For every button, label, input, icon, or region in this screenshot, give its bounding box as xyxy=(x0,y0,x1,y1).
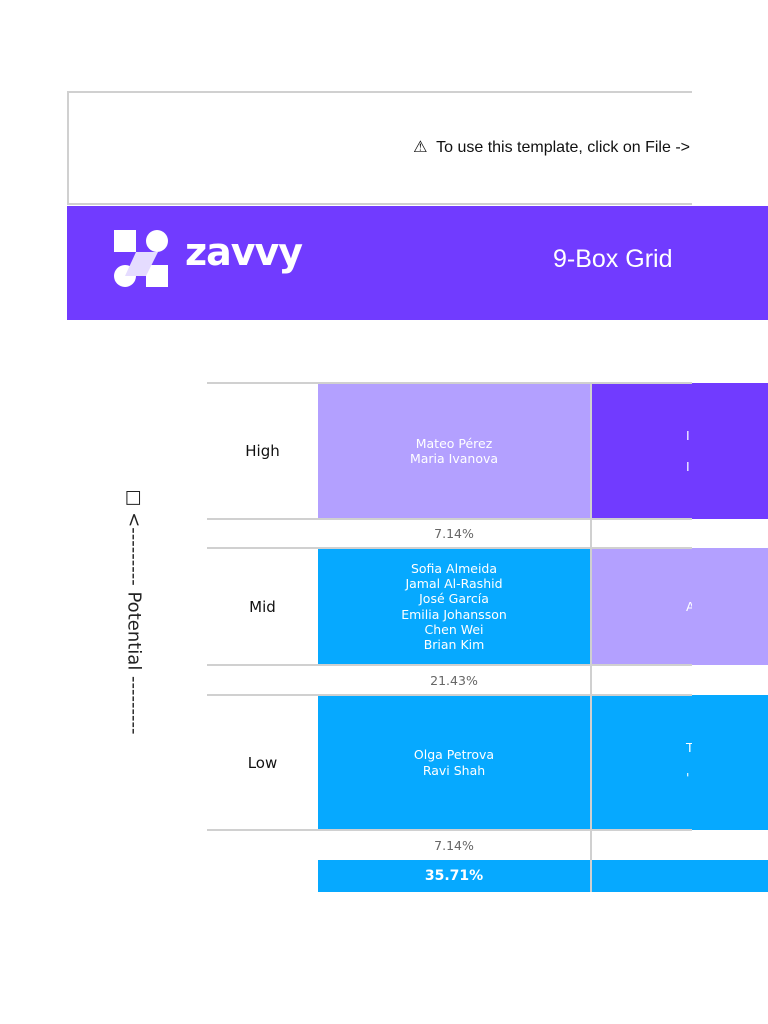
name: Ravi Shah xyxy=(422,762,486,778)
title: 9-Box Grid xyxy=(553,245,673,273)
name: José García xyxy=(419,591,489,607)
name: Al xyxy=(686,598,692,614)
cell-right xyxy=(692,383,768,830)
cell: Sofia Almeida Jamal Al-Rashid José García E… xyxy=(318,548,590,665)
cell: T ' xyxy=(592,695,692,830)
axis-label: □ <--------- Potential --------- xyxy=(123,489,145,735)
row-line xyxy=(207,547,692,549)
row-line xyxy=(207,829,692,831)
name: Chen Wei xyxy=(424,621,484,637)
name: I xyxy=(686,458,690,474)
name: Mateo Pérez xyxy=(415,435,493,451)
row-label: High xyxy=(245,442,280,460)
percent: 7.14% xyxy=(434,526,474,541)
cell: Al xyxy=(592,548,692,665)
row-label: Mid xyxy=(249,597,276,616)
row-line xyxy=(207,382,692,384)
cell-fill xyxy=(692,548,768,665)
logo-text: zavvy xyxy=(185,230,303,274)
cell-fill xyxy=(692,383,768,519)
notice: ⚠ To use this template, click on File -> xyxy=(413,137,690,157)
name: Jamal Al-Rashid xyxy=(405,576,503,592)
warning-icon: ⚠ xyxy=(413,139,428,156)
percent: 7.14% xyxy=(434,837,474,853)
column-2: IIAlT' xyxy=(592,383,692,830)
name: Maria Ivanova xyxy=(409,451,499,466)
notice-text: To use this template, click on File -> xyxy=(436,139,690,156)
logo-mark xyxy=(114,230,168,287)
header: zavvy 9-Box Grid xyxy=(67,206,768,320)
percent: 21.43% xyxy=(430,672,478,688)
total: 35.71% xyxy=(318,860,590,892)
cell-fill xyxy=(692,695,768,830)
row-line xyxy=(207,664,692,666)
cell: Olga Petrova Ravi Shah xyxy=(318,695,590,830)
divider xyxy=(590,383,592,892)
name: I xyxy=(686,428,690,444)
name: ' xyxy=(686,770,690,785)
name: Emilia Johansson xyxy=(401,606,507,622)
cell: Mateo Pérez Maria Ivanova xyxy=(318,383,590,519)
row-label: Low xyxy=(247,753,278,772)
notice-box: ⚠ To use this template, click on File -> xyxy=(67,91,692,205)
name: Olga Petrova xyxy=(413,747,495,763)
row-line xyxy=(207,518,692,520)
name: Brian Kim xyxy=(423,636,485,652)
row-line xyxy=(207,694,692,696)
total-cell xyxy=(592,860,768,892)
name: T xyxy=(686,739,692,755)
name: Sofia Almeida xyxy=(410,560,498,576)
